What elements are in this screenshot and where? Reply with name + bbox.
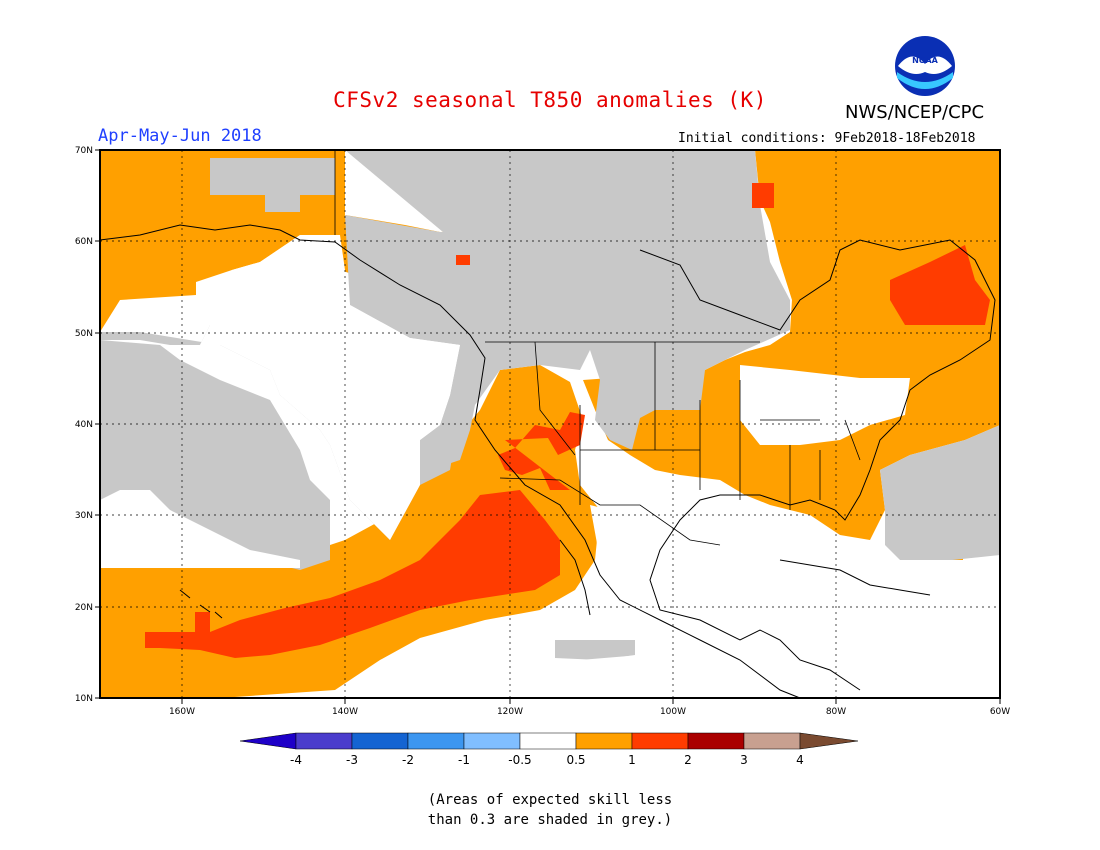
lon-label-60w: 60W [990,707,1010,717]
season-label: Apr-May-Jun 2018 [98,126,262,146]
red-canada-patch [456,255,470,265]
colorbar-bin [687,732,745,750]
colorbar-label: -4 [290,753,302,767]
lat-label-50n: 50N [75,329,93,339]
colorbar-bin [575,732,633,750]
colorbar-label: -1 [458,753,470,767]
colorbar-label: -0.5 [508,753,531,767]
noaa-logo: NOAA [895,36,955,96]
noaa-logo-gull [898,56,952,74]
coastlines [99,224,996,699]
colorbar-bin [463,732,521,750]
colorbar-label: 4 [796,753,804,767]
noaa-logo-wave [897,72,953,89]
grey-pacific-small [555,640,635,660]
coastline-hawaii [179,589,223,619]
neutral-gulf-alaska [196,235,460,540]
coastline-cuba [779,559,931,596]
colorbar-bin [351,732,409,750]
colorbar-bin [295,732,353,750]
map-title: CFSv2 seasonal T850 anomalies (K) [333,88,767,112]
colorbar-label: 1 [628,753,636,767]
colorbar-label: 2 [684,753,692,767]
colorbar-bin [631,732,689,750]
map-area [99,149,1001,699]
skill-footnote-line1: (Areas of expected skill less [427,792,673,808]
lat-label-60n: 60N [75,237,93,247]
colorbar-bin [743,732,801,750]
grey-canada-plains [345,150,790,470]
colorbar-label: 0.5 [566,753,585,767]
agency-label: NWS/NCEP/CPC [845,102,985,123]
lat-label-10n: 10N [75,694,93,704]
lat-label-30n: 30N [75,511,93,521]
coastline-pacific [99,224,801,699]
red-labrador [890,245,990,325]
colorbar-bin [407,732,465,750]
lat-axis: 70N 60N 50N 40N 30N 20N 10N [75,146,100,704]
lon-label-120w: 120W [497,707,523,717]
colorbar: -4 -3 -2 -1 -0.5 0.5 1 2 3 4 [239,732,859,767]
orange-east-region [583,150,1000,540]
orange-pacific-band [100,365,600,698]
political-borders [334,150,861,546]
red-pacific-band [145,490,560,658]
colorbar-low-arrow [239,732,297,750]
colorbar-bin [519,732,577,750]
skill-footnote-line2: than 0.3 are shaded in grey.) [427,812,673,828]
coastline-atlantic-gulf [639,239,996,691]
lat-label-40n: 40N [75,420,93,430]
colorbar-label: 3 [740,753,748,767]
lon-axis: 160W 140W 120W 100W 80W 60W [169,698,1010,717]
lat-label-20n: 20N [75,603,93,613]
noaa-logo-text: NOAA [912,56,938,65]
colorbar-high-arrow [799,732,859,750]
graticule [100,150,1000,698]
border-us-states [534,341,861,510]
coastline-baja [559,539,591,616]
lon-label-140w: 140W [332,707,358,717]
initial-conditions-label: Initial conditions: 9Feb2018-18Feb2018 [678,131,976,146]
lon-label-160w: 160W [169,707,195,717]
red-southwest-us [498,412,585,490]
lon-label-100w: 100W [660,707,686,717]
neutral-regions [100,235,1000,698]
colorbar-label: -3 [346,753,358,767]
grey-pacific-midwest [100,340,330,570]
anomaly-fields-red [145,183,990,658]
lat-label-70n: 70N [75,146,93,156]
border-us-mexico [499,477,721,546]
lon-label-80w: 80W [826,707,846,717]
colorbar-label: -2 [402,753,414,767]
neutral-mexico-caribbean [580,505,1000,698]
neutral-pacific-south [100,505,300,568]
neutral-great-lakes [740,365,910,445]
grey-atlantic [880,425,1000,565]
red-greenland-patch [752,183,774,208]
grey-alaska-north [210,158,335,212]
